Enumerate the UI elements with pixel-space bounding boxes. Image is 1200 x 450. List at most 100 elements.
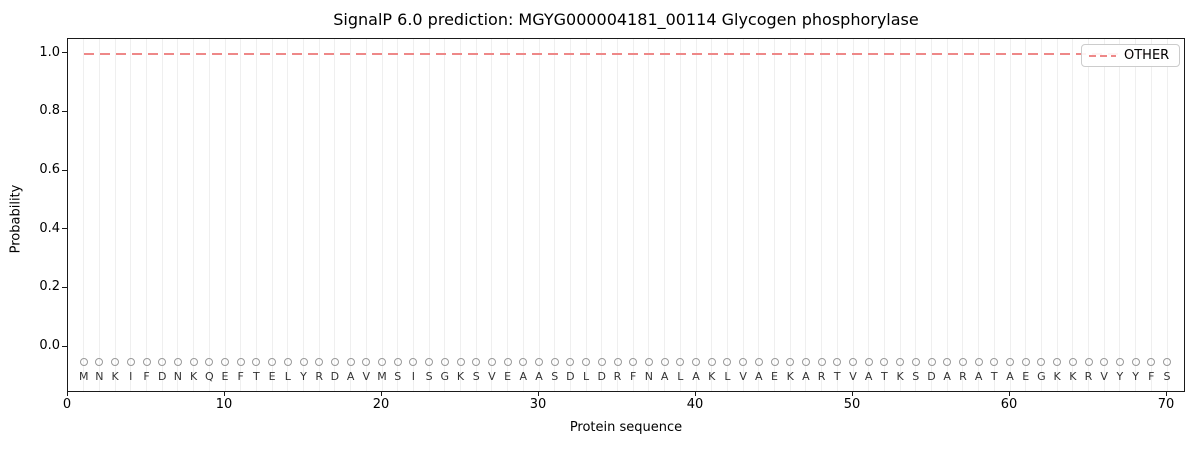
residue-marker-circle [205, 357, 214, 366]
residue-marker-circle [283, 357, 292, 366]
residue-letter: V [739, 369, 747, 383]
residue-letter: D [597, 369, 607, 383]
gridline [287, 39, 289, 391]
gridline [522, 39, 524, 391]
gridline [1103, 39, 1105, 391]
residue-marker-circle [660, 357, 669, 366]
residue-marker-circle [582, 357, 591, 366]
gridline [240, 39, 242, 391]
x-tick-label: 50 [843, 397, 861, 412]
residue-letter: G [1037, 369, 1046, 383]
residue-marker-circle [770, 357, 779, 366]
residue-marker-circle [126, 357, 135, 366]
gridline [538, 39, 540, 391]
x-tick-mark [380, 392, 382, 396]
residue-letter: V [362, 369, 371, 383]
residue-letter: Y [1132, 369, 1139, 383]
gridline [648, 39, 650, 391]
residue-marker-circle [958, 357, 967, 366]
gridline [742, 39, 744, 391]
gridline [491, 39, 493, 391]
residue-marker-circle [723, 357, 732, 366]
residue-letter: T [253, 369, 260, 383]
residue-marker-circle [79, 357, 88, 366]
residue-letter: F [1148, 369, 1155, 383]
residue-marker-circle [1115, 357, 1124, 366]
gridline [1040, 39, 1042, 391]
y-tick-mark [62, 345, 67, 347]
residue-letter: S [912, 369, 920, 383]
gridline [255, 39, 257, 391]
gridline [868, 39, 870, 391]
gridline [569, 39, 571, 391]
gridline [1088, 39, 1089, 391]
y-tick-mark [62, 110, 67, 112]
residue-letter: R [613, 369, 622, 383]
residue-letter: M [377, 369, 387, 383]
residue-letter: T [833, 369, 841, 383]
gridline [334, 39, 336, 391]
gridline [365, 39, 367, 391]
residue-marker-circle [801, 357, 810, 366]
residue-marker-circle [535, 357, 543, 366]
residue-letter: N [95, 369, 104, 383]
residue-letter: T [990, 369, 998, 383]
residue-letter: K [786, 369, 794, 383]
residue-marker-circle [1037, 357, 1046, 366]
y-tick-label: 1.0 [39, 44, 60, 60]
residue-letter: N [173, 369, 183, 383]
gridline [899, 39, 901, 391]
gridline [177, 39, 179, 391]
gridline [774, 39, 775, 391]
residue-marker-circle [833, 357, 842, 366]
residue-letter: G [440, 369, 450, 383]
gridline [318, 39, 320, 391]
residue-letter: D [157, 369, 167, 383]
x-axis-label: Protein sequence [569, 420, 683, 435]
residue-marker-circle [315, 357, 324, 366]
gridline [475, 39, 477, 391]
gridline [303, 39, 304, 391]
residue-marker-circle [1053, 357, 1062, 366]
residue-marker-circle [268, 357, 277, 366]
x-tick-label: 70 [1157, 397, 1175, 412]
residue-marker-circle [613, 357, 622, 366]
residue-marker-circle [597, 357, 606, 366]
gridline [585, 39, 587, 391]
residue-marker-circle [896, 357, 905, 366]
residue-letter: K [456, 369, 465, 383]
legend-other-dashed-line-icon [1089, 54, 1116, 57]
x-tick-mark [1008, 392, 1010, 396]
residue-letter: F [630, 369, 637, 383]
residue-letter: E [1022, 369, 1030, 383]
x-tick-mark [694, 392, 696, 396]
x-tick-mark [851, 392, 853, 396]
gridline [460, 39, 461, 391]
gridline [412, 39, 414, 391]
residue-marker-circle [974, 357, 983, 366]
residue-letter: K [708, 369, 716, 383]
residue-marker-circle [221, 357, 229, 366]
residue-marker-circle [692, 357, 700, 366]
residue-letter: A [692, 369, 700, 383]
gridline [836, 39, 838, 391]
residue-marker-circle [158, 357, 167, 366]
gridline [962, 39, 964, 391]
residue-marker-circle [472, 357, 481, 366]
residue-marker-circle [644, 357, 653, 366]
residue-letter: A [802, 369, 810, 383]
gridline [1072, 39, 1074, 391]
residue-letter: I [411, 369, 416, 383]
residue-marker-circle [817, 357, 826, 366]
residue-marker-circle [346, 357, 355, 366]
gridline [1119, 39, 1121, 391]
residue-marker-circle [1131, 357, 1140, 366]
residue-letter: S [425, 369, 433, 383]
residue-marker-circle [487, 357, 496, 366]
residue-marker-circle [786, 357, 795, 366]
residue-letter: S [1163, 369, 1171, 383]
residue-letter: K [111, 369, 119, 383]
gridline [1025, 39, 1027, 391]
gridline [1150, 39, 1152, 391]
gridline [1056, 39, 1058, 391]
